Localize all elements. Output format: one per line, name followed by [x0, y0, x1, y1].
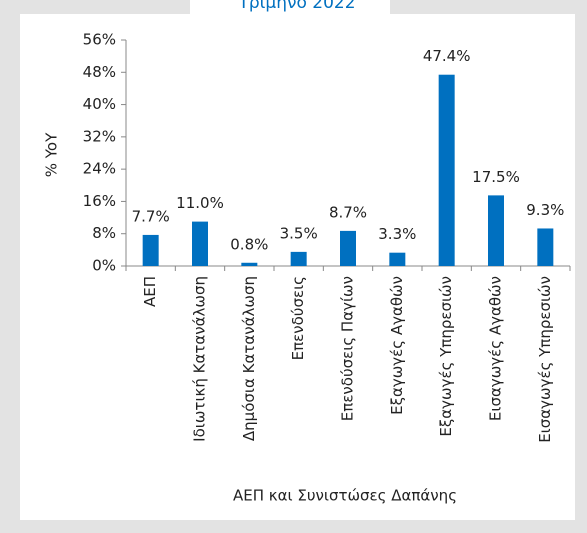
bar — [389, 252, 406, 266]
bar — [142, 234, 159, 266]
x-tick-label: Επενδύσεις — [289, 276, 307, 360]
y-tick-label: 16% — [83, 192, 116, 210]
data-label: 7.7% — [132, 207, 170, 225]
data-label: 11.0% — [176, 194, 224, 212]
x-tick-label: Εξαγωγές Υπηρεσιών — [437, 276, 455, 437]
bar — [192, 221, 208, 266]
chart-title: Τρίμηνο 2022 — [237, 0, 355, 13]
data-label: 9.3% — [526, 201, 564, 219]
bar — [241, 262, 258, 266]
bar — [488, 195, 504, 266]
data-label: 3.3% — [378, 225, 416, 243]
data-label: 47.4% — [423, 47, 471, 65]
x-axis-label: ΑΕΠ και Συνιστώσες Δαπάνης — [233, 487, 457, 505]
data-label: 8.7% — [329, 203, 367, 221]
x-tick-label: Ιδιωτική Κατανάλωση — [191, 276, 209, 442]
bar — [438, 74, 455, 266]
y-axis-label: % YoY — [43, 132, 61, 177]
y-tick-label: 56% — [83, 31, 116, 49]
x-tick-label: ΑΕΠ — [141, 276, 159, 307]
x-tick-label: Εισαγωγές Υπηρεσιών — [536, 276, 554, 443]
plot-panel — [20, 14, 575, 520]
bar — [290, 251, 307, 266]
y-tick-label: 24% — [83, 160, 116, 178]
x-tick-label: Επενδύσεις Παγίων — [339, 276, 357, 421]
y-tick-label: 48% — [83, 63, 116, 81]
y-tick-label: 8% — [92, 224, 116, 242]
data-label: 3.5% — [280, 224, 318, 242]
y-tick-label: 0% — [92, 257, 116, 275]
x-tick-label: Εξαγωγές Αγαθών — [388, 276, 406, 415]
y-tick-label: 32% — [83, 127, 116, 145]
bar — [537, 228, 554, 266]
y-tick-label: 40% — [83, 95, 116, 113]
data-label: 17.5% — [472, 168, 520, 186]
x-tick-label: Δημόσια Κατανάλωση — [240, 276, 258, 441]
title-banner — [190, 0, 390, 14]
x-tick-label: Εισαγωγές Αγαθών — [487, 276, 505, 421]
bar — [340, 230, 356, 266]
data-label: 0.8% — [230, 235, 268, 253]
